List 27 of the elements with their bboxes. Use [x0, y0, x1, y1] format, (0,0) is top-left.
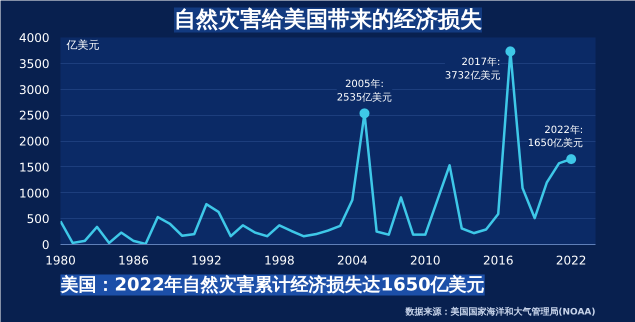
- x-tick-label: 2004: [337, 254, 368, 268]
- annotation: 2005年: 2535亿美元: [336, 78, 392, 104]
- x-tick-label: 2022: [556, 254, 586, 268]
- y-axis-title: 亿美元: [66, 38, 100, 52]
- x-tick-label: 2016: [482, 254, 514, 268]
- point: [566, 154, 576, 164]
- y-tick-label: 2000: [18, 134, 50, 148]
- y-tick-label: 1500: [18, 160, 50, 174]
- annotation: 2017年: 3732亿美元: [444, 56, 500, 82]
- annotation: 2022年: 1650亿美元: [528, 124, 584, 150]
- x-tick-label: 1980: [45, 254, 76, 268]
- x-tick-label: 1992: [191, 254, 222, 268]
- y-tick-label: 2500: [18, 108, 50, 123]
- x-tick-label: 1998: [264, 254, 295, 268]
- point: [505, 46, 516, 56]
- y-tick-label: 4000: [18, 31, 50, 45]
- x-tick-label: 2010: [410, 254, 441, 268]
- y-tick-label: 500: [26, 212, 50, 226]
- y-tick-label: 3000: [18, 82, 50, 97]
- point: [359, 108, 370, 118]
- y-tick-label: 3500: [18, 56, 50, 71]
- text: 美国：2022年自然灾害累计经济损失达1650亿美元: [60, 274, 485, 296]
- x-tick-label: 1986: [118, 254, 149, 268]
- y-tick-label: 0: [42, 238, 50, 252]
- source-note: 数据来源：美国国家海洋和大气管理局(NOAA): [404, 306, 596, 318]
- y-tick-label: 1000: [18, 186, 50, 200]
- chart-title: 自然灾害给美国带来的经济损失: [174, 6, 482, 32]
